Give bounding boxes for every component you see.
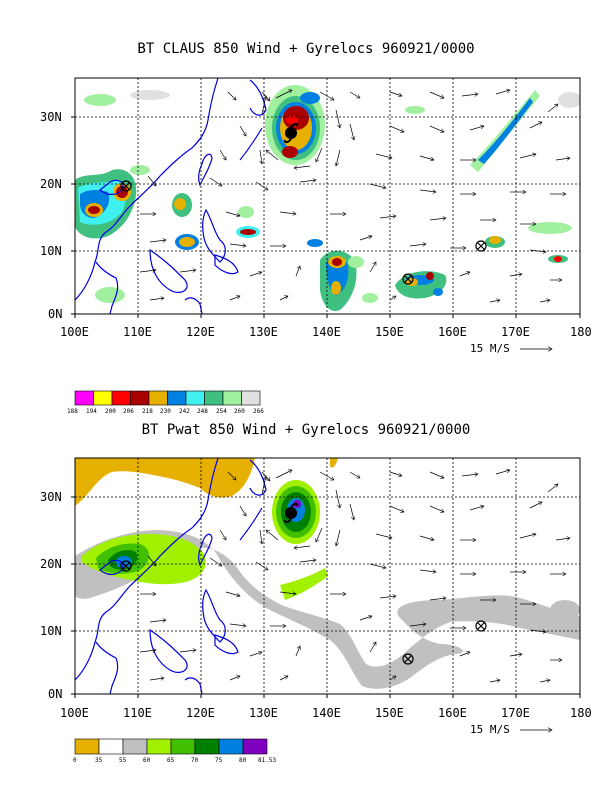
wind-vectors (139, 470, 570, 682)
lon-label: 120E (186, 706, 215, 720)
colorbar-label: 266 (253, 408, 264, 415)
colorbar-label: 194 (86, 408, 97, 415)
colorbar-label: 218 (142, 408, 153, 415)
lon-label: 100E (60, 706, 89, 720)
colorbar-label: 70 (191, 757, 199, 764)
lat-label: 20N (40, 557, 62, 571)
lon-label: 120E (186, 325, 215, 339)
gyre-marker-icon (475, 240, 487, 252)
colorbar-label: 230 (160, 408, 171, 415)
cyclone-symbol (283, 122, 299, 144)
vector-reference-label: 15 M/S (470, 342, 510, 355)
lon-label: 150E (375, 325, 404, 339)
lon-label: 180 (570, 706, 592, 720)
axis-ticks (71, 116, 581, 318)
lat-label: 0N (48, 307, 63, 321)
coastline-outline (75, 78, 267, 314)
colorbar-label: 81.53 (258, 757, 277, 764)
panel-title: BT CLAUS 850 Wind + Gyrelocs 960921/0000 (137, 41, 475, 57)
gyre-marker-icon (120, 180, 132, 192)
lat-label: 0N (48, 687, 63, 701)
lat-label: 10N (40, 624, 62, 638)
lon-label: 100E (60, 325, 89, 339)
lon-label: 170E (501, 706, 530, 720)
lon-label: 110E (123, 706, 152, 720)
panel-title: BT Pwat 850 Wind + Gyrelocs 960921/0000 (141, 422, 471, 438)
colorbar-label: 75 (215, 757, 223, 764)
lat-label: 30N (40, 490, 62, 504)
colorbar-label: 55 (119, 757, 127, 764)
coastline-outline (75, 458, 267, 694)
lon-label: 150E (375, 706, 404, 720)
lon-label: 130E (249, 706, 278, 720)
lon-label: 160E (438, 706, 467, 720)
lat-label: 20N (40, 177, 62, 191)
gyre-marker-icon (475, 620, 487, 632)
colorbar-label: 0 (73, 757, 77, 764)
colorbar-label: 35 (95, 757, 103, 764)
gyre-marker-icon (402, 653, 414, 665)
gyre-marker-icon (402, 273, 414, 285)
lon-label: 170E (501, 325, 530, 339)
pwat-field (75, 458, 580, 689)
colorbar-label: 65 (167, 757, 175, 764)
colorbar-label: 206 (123, 408, 134, 415)
colorbar-label: 254 (216, 408, 227, 415)
lon-label: 130E (249, 325, 278, 339)
colorbar-label: 242 (179, 408, 190, 415)
colorbar-label: 200 (105, 408, 116, 415)
colorbar-label: 60 (143, 757, 151, 764)
lon-label: 140E (312, 325, 341, 339)
lat-label: 10N (40, 244, 62, 258)
lon-label: 180 (570, 325, 592, 339)
lon-label: 140E (312, 706, 341, 720)
colorbar-label: 248 (197, 408, 208, 415)
colorbar-label: 80 (239, 757, 247, 764)
wind-vectors (139, 90, 570, 302)
gyre-marker-icon (120, 560, 132, 572)
lon-label: 110E (123, 325, 152, 339)
axis-ticks (71, 496, 581, 698)
cyclone-symbol (283, 502, 299, 524)
vector-reference-label: 15 M/S (470, 723, 510, 736)
colorbar-label: 260 (234, 408, 245, 415)
colorbar (74, 738, 268, 755)
colorbar-label: 188 (67, 408, 78, 415)
lat-label: 30N (40, 110, 62, 124)
lon-label: 160E (438, 325, 467, 339)
cloud-field (75, 85, 580, 311)
colorbar (74, 390, 261, 406)
